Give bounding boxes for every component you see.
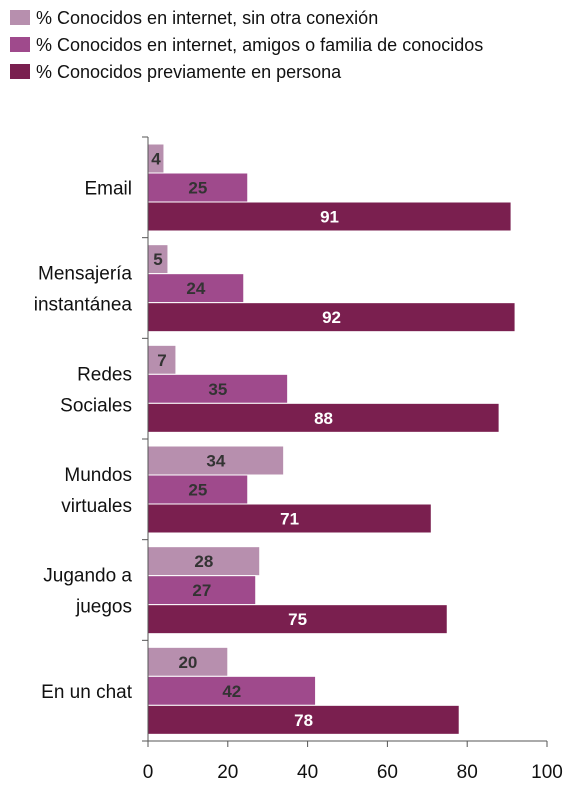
bar <box>147 273 245 304</box>
category-label: Jugando a <box>43 566 132 587</box>
x-axis: 0 20 40 60 80 100 <box>142 136 563 783</box>
plot-area: 4 25 91 Email 5 24 92 Mensajería instantánea 7 35 8… <box>34 143 516 735</box>
bar <box>147 704 460 735</box>
data-label: 7 <box>157 351 166 370</box>
bar <box>147 373 289 404</box>
x-tick-label: 100 <box>531 762 563 783</box>
x-tick-label: 0 <box>143 762 154 783</box>
category-label: juegos <box>75 597 132 618</box>
category-label: Redes <box>77 364 132 385</box>
legend: % Conocidos en internet, sin otra conexi… <box>10 8 483 82</box>
bar <box>147 402 500 433</box>
data-label: 4 <box>151 150 161 169</box>
bar <box>147 503 432 534</box>
data-label: 78 <box>294 711 313 730</box>
bar <box>147 201 512 232</box>
bar <box>147 575 257 606</box>
x-tick-label: 60 <box>377 762 398 783</box>
bar <box>147 172 249 203</box>
category-label: Mensajería <box>38 264 132 285</box>
legend-swatch <box>10 37 30 52</box>
data-label: 92 <box>322 308 341 327</box>
data-label: 25 <box>188 481 207 500</box>
category-label: Sociales <box>60 395 132 416</box>
category-label: En un chat <box>41 682 133 703</box>
data-label: 20 <box>178 653 197 672</box>
x-tick-label: 40 <box>297 762 318 783</box>
data-label: 42 <box>222 682 241 701</box>
data-label: 27 <box>192 581 211 600</box>
data-label: 91 <box>320 208 339 227</box>
x-tick-label: 20 <box>217 762 238 783</box>
bar <box>147 604 448 635</box>
legend-swatch <box>10 64 30 79</box>
data-label: 28 <box>194 552 213 571</box>
bar <box>147 445 285 476</box>
x-tick-label: 80 <box>457 762 478 783</box>
bar <box>147 646 229 677</box>
data-label: 34 <box>206 452 225 471</box>
bar <box>147 546 261 577</box>
data-label: 75 <box>288 610 307 629</box>
legend-label: % Conocidos en internet, amigos o famili… <box>36 35 483 55</box>
data-label: 5 <box>153 250 162 269</box>
category-label: Email <box>84 179 132 200</box>
category-label: virtuales <box>61 496 132 517</box>
bar <box>147 675 317 706</box>
data-label: 24 <box>186 279 205 298</box>
legend-swatch <box>10 10 30 25</box>
legend-label: % Conocidos previamente en persona <box>36 62 342 82</box>
data-label: 88 <box>314 409 333 428</box>
category-label: instantánea <box>34 295 133 316</box>
legend-label: % Conocidos en internet, sin otra conexi… <box>36 8 378 28</box>
bar <box>147 302 516 333</box>
data-label: 71 <box>280 510 299 529</box>
category-label: Mundos <box>64 465 132 486</box>
data-label: 25 <box>188 179 207 198</box>
data-label: 35 <box>208 380 227 399</box>
